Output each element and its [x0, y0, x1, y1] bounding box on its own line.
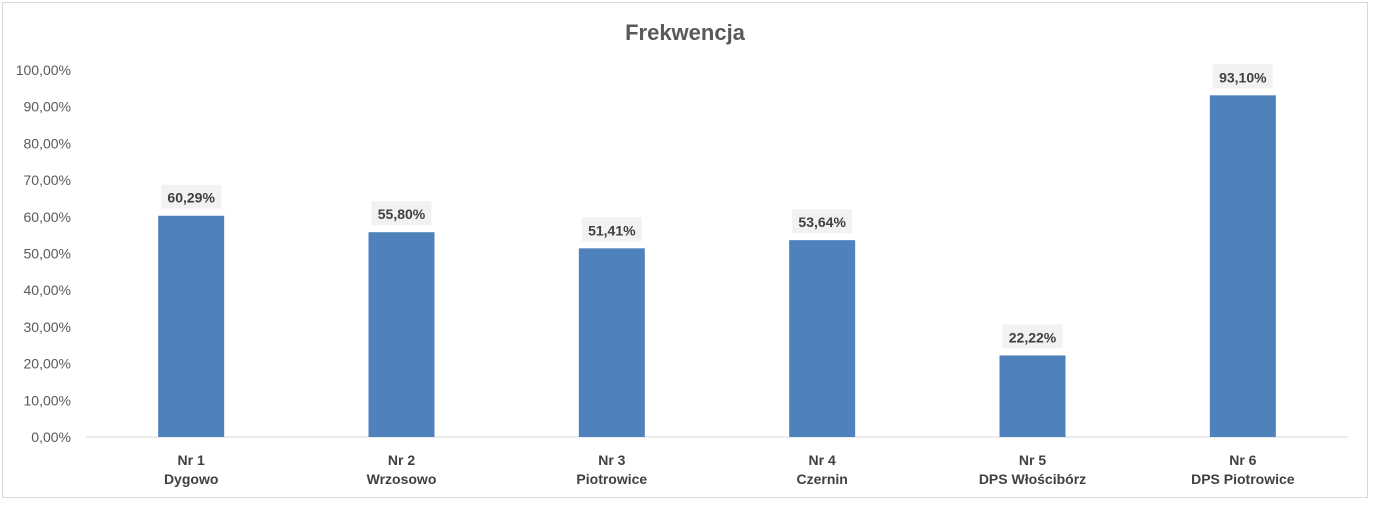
bar: [1209, 95, 1276, 437]
y-tick-label: 60,00%: [24, 209, 71, 225]
data-label-background: [1002, 324, 1063, 349]
x-axis: Nr 1 Dygowo Nr 2 Wrzosowo Nr 3 Piotrowice Nr 4…: [164, 452, 1295, 487]
data-label: 55,80%: [378, 206, 426, 222]
y-axis: 0,00% 10,00% 20,00% 30,00% 40,00% 50,00% 60,00…: [16, 62, 71, 445]
x-tick-label-name: DPS Piotrowice: [1191, 471, 1295, 487]
x-tick-label-name: Wrzosowo: [367, 471, 437, 487]
y-tick-label: 0,00%: [31, 429, 71, 445]
data-label: 22,22%: [1009, 329, 1057, 345]
bar: [789, 240, 856, 437]
y-tick-label: 100,00%: [16, 62, 71, 78]
data-label: 60,29%: [167, 190, 215, 206]
x-tick-label-number: Nr 2: [388, 452, 415, 468]
data-label-background: [161, 184, 222, 209]
y-tick-label: 50,00%: [24, 246, 71, 262]
y-tick-label: 90,00%: [24, 99, 71, 115]
bar: [578, 248, 645, 437]
x-tick-label-number: Nr 5: [1019, 452, 1046, 468]
chart-title: Frekwencja: [625, 20, 746, 45]
y-tick-label: 30,00%: [24, 319, 71, 335]
x-tick-label-number: Nr 4: [809, 452, 836, 468]
data-labels: 60,29% 55,80% 51,41% 53,64% 22,22% 93,10%: [161, 64, 1273, 349]
data-label-background: [581, 217, 642, 242]
y-tick-label: 40,00%: [24, 282, 71, 298]
x-tick-label-number: Nr 1: [178, 452, 205, 468]
x-tick-label-number: Nr 6: [1229, 452, 1256, 468]
bar: [368, 232, 435, 437]
bar: [158, 215, 225, 437]
data-label-background: [1212, 64, 1273, 89]
data-label: 93,10%: [1219, 69, 1267, 85]
y-tick-label: 80,00%: [24, 135, 71, 151]
y-tick-label: 10,00%: [24, 392, 71, 408]
data-label: 53,64%: [798, 214, 846, 230]
chart-frame: [2, 2, 1368, 498]
data-label-background: [792, 209, 853, 234]
bar: [999, 355, 1066, 437]
y-tick-label: 20,00%: [24, 356, 71, 372]
x-tick-label-name: Czernin: [796, 471, 847, 487]
x-tick-label-name: DPS Włościbórz: [979, 471, 1086, 487]
x-tick-label-number: Nr 3: [598, 452, 625, 468]
y-tick-label: 70,00%: [24, 172, 71, 188]
x-tick-label-name: Dygowo: [164, 471, 218, 487]
bars: [158, 95, 1276, 437]
x-tick-label-name: Piotrowice: [576, 471, 647, 487]
data-label-background: [371, 201, 432, 226]
data-label: 51,41%: [588, 222, 636, 238]
